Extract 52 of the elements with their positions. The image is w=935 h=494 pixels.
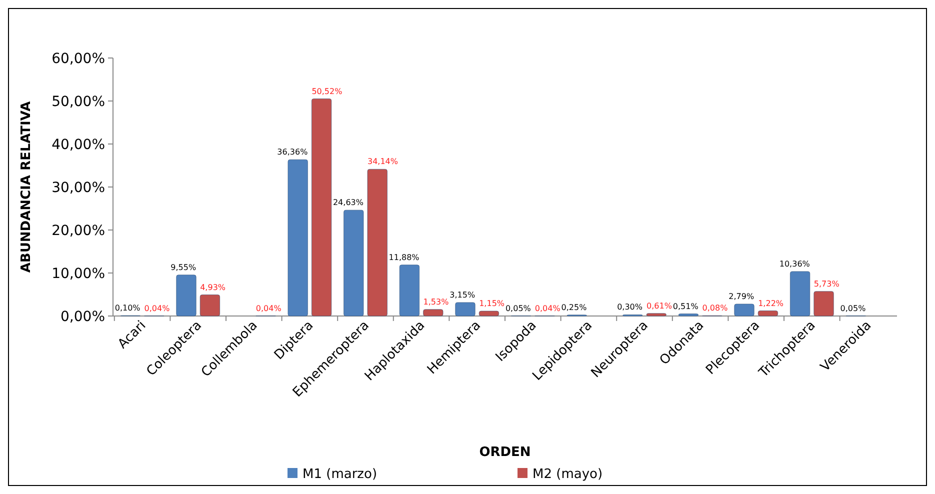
bar (344, 210, 364, 316)
data-label: 4,93% (200, 282, 226, 292)
data-label: 3,15% (450, 290, 476, 300)
y-tick-label: 20,00% (52, 222, 105, 239)
legend-label: M2 (mayo) (532, 467, 603, 482)
y-tick-label: 30,00% (52, 180, 105, 196)
data-label: 0,05% (505, 304, 532, 313)
y-tick-label: 10,00% (52, 266, 105, 282)
data-label: 0,04% (256, 304, 282, 313)
bar (646, 313, 666, 316)
y-tick-label: 60,00% (52, 50, 105, 67)
bar (790, 271, 810, 316)
bar (288, 160, 308, 316)
data-label: 10,36% (779, 259, 810, 268)
data-label: 0,05% (840, 304, 866, 313)
bar (758, 310, 778, 316)
data-label: 9,55% (170, 262, 196, 272)
data-label: 0,61% (646, 301, 672, 310)
y-tick-label: 0,00% (60, 308, 105, 325)
data-label: 0,04% (144, 304, 170, 313)
data-label: 1,15% (479, 299, 505, 308)
bar (478, 310, 499, 316)
data-label: 2,79% (728, 292, 754, 302)
bar (312, 98, 332, 316)
y-axis-title: ABUNDANCIA RELATIVA (19, 101, 34, 273)
bar (423, 309, 444, 316)
data-label: 1,53% (423, 297, 450, 306)
data-label: 0,10% (114, 304, 141, 313)
data-label: 0,04% (534, 304, 561, 313)
y-tick-label: 50,00% (52, 94, 105, 110)
data-label: 36,36% (277, 148, 308, 157)
data-label: 0,51% (672, 302, 699, 311)
x-axis-title: ORDEN (479, 445, 531, 460)
data-label: 5,73% (814, 279, 840, 288)
bar (176, 274, 196, 316)
bar (200, 294, 220, 316)
data-label: 1,22% (758, 298, 784, 308)
data-label: 0,08% (702, 304, 728, 313)
y-tick-label: 40,00% (52, 136, 105, 153)
data-label: 0,25% (561, 302, 588, 312)
data-label: 11,88% (388, 252, 420, 262)
data-label: 24,63% (332, 198, 364, 208)
bar (678, 314, 698, 316)
legend-label: M1 (marzo) (302, 467, 378, 482)
bar (455, 302, 476, 316)
data-label: 34,14% (368, 157, 398, 166)
bar (734, 304, 754, 316)
bar (814, 291, 834, 316)
bar (367, 169, 388, 316)
data-label: 0,30% (617, 302, 643, 312)
data-label: 50,52% (312, 86, 343, 96)
bar (399, 264, 420, 316)
